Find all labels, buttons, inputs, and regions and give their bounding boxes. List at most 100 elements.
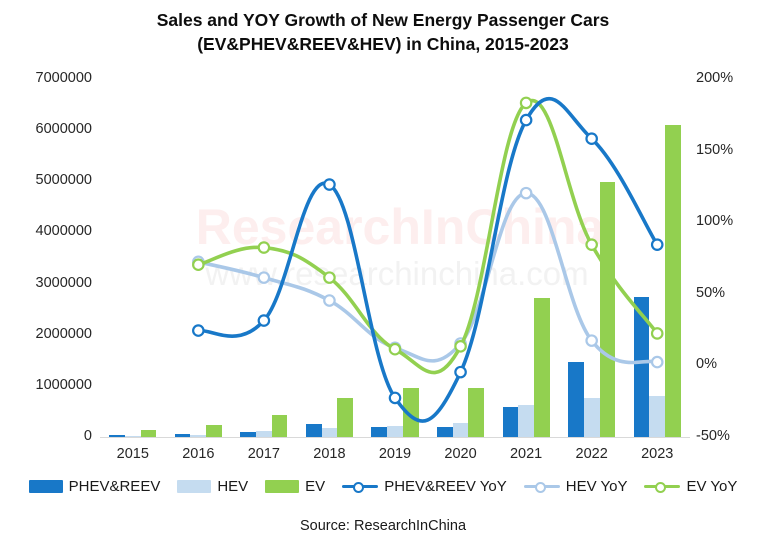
marker-phev-yoy bbox=[323, 178, 336, 191]
marker-ev-yoy bbox=[388, 342, 402, 356]
marker-ev-yoy bbox=[650, 327, 664, 340]
x-axis-tick: 2017 bbox=[247, 446, 280, 462]
y-axis-right-tick: 50% bbox=[696, 284, 726, 301]
marker-ev-yoy bbox=[192, 258, 205, 272]
marker-phev-yoy bbox=[519, 113, 533, 127]
x-axis-tick: 2022 bbox=[575, 446, 608, 462]
bar-phev bbox=[568, 361, 584, 438]
marker-phev-yoy bbox=[650, 238, 664, 251]
bar-ev bbox=[271, 415, 288, 438]
bar-ev bbox=[468, 387, 485, 438]
marker-ev-yoy bbox=[519, 96, 533, 110]
marker-phev-yoy bbox=[454, 365, 467, 379]
legend-item-5[interactable]: EV YoY bbox=[644, 478, 737, 495]
y-axis-right-tick: 0% bbox=[696, 356, 717, 373]
y-axis-left-tick: 1000000 bbox=[35, 376, 92, 393]
legend-label: PHEV&REEV bbox=[68, 478, 161, 495]
chart-title-line-1: Sales and YOY Growth of New Energy Passe… bbox=[156, 10, 610, 30]
x-axis-tick: 2020 bbox=[444, 446, 477, 462]
bar-ev bbox=[337, 397, 354, 438]
bar-phev bbox=[109, 434, 125, 438]
x-axis-tick: 2023 bbox=[641, 446, 674, 462]
bar-hev bbox=[321, 427, 338, 438]
bar-phev bbox=[174, 433, 191, 438]
y-axis-left-tick: 4000000 bbox=[35, 223, 92, 240]
x-axis-tick: 2015 bbox=[116, 446, 149, 462]
chart-legend: PHEV&REEV HEV EV PHEV&REEV YoY HEV YoY EV YoY bbox=[0, 478, 766, 495]
bar-hev bbox=[583, 398, 600, 438]
marker-phev-yoy bbox=[257, 314, 271, 327]
y-axis-left-tick: 3000000 bbox=[35, 274, 92, 291]
marker-hev-yoy bbox=[323, 294, 336, 307]
bar-hev bbox=[649, 396, 666, 438]
legend-label: EV YoY bbox=[686, 478, 738, 495]
bars-layer bbox=[100, 80, 690, 438]
bar-phev bbox=[371, 426, 388, 438]
legend-line-marker-icon bbox=[655, 481, 667, 493]
marker-phev-yoy bbox=[585, 132, 598, 146]
y-axis-left-tick: 7000000 bbox=[35, 70, 92, 86]
marker-ev-yoy bbox=[585, 238, 598, 251]
legend-item-0[interactable]: PHEV&REEV bbox=[28, 478, 161, 495]
chart-title: Sales and YOY Growth of New Energy Passe… bbox=[0, 8, 766, 56]
bar-ev bbox=[665, 125, 681, 438]
bar-phev bbox=[502, 407, 519, 438]
y-axis-right-tick: 150% bbox=[696, 141, 734, 158]
x-axis-tick: 2016 bbox=[182, 446, 215, 462]
y-axis-right-tick: -50% bbox=[696, 428, 730, 444]
bar-ev bbox=[599, 181, 616, 438]
legend-swatch-bar bbox=[177, 480, 212, 493]
y-axis-right-tick: 100% bbox=[696, 213, 734, 230]
bar-ev bbox=[206, 425, 222, 438]
bar-hev bbox=[518, 404, 534, 438]
bar-phev bbox=[436, 427, 453, 438]
y-axis-left-tick: 2000000 bbox=[35, 325, 92, 342]
bar-ev bbox=[533, 298, 550, 438]
legend-swatch-bar bbox=[28, 480, 63, 493]
chart-title-line-2: (EV&PHEV&REEV&HEV) in China, 2015-2023 bbox=[197, 34, 569, 54]
legend-item-2[interactable]: EV bbox=[265, 478, 325, 495]
legend-swatch-bar bbox=[265, 480, 300, 493]
marker-ev-yoy bbox=[323, 271, 336, 284]
bar-hev bbox=[387, 426, 403, 438]
marker-phev-yoy bbox=[192, 324, 205, 337]
lines-layer bbox=[192, 96, 664, 423]
bar-ev bbox=[402, 387, 419, 438]
y-axis-left-tick: 6000000 bbox=[35, 121, 92, 138]
source-note: Source: ResearchInChina bbox=[299, 518, 467, 534]
marker-hev-yoy bbox=[585, 334, 598, 347]
line-phev-yoy bbox=[196, 96, 660, 423]
legend-label: HEV YoY bbox=[565, 478, 628, 495]
x-axis-tick: 2018 bbox=[313, 446, 346, 462]
legend-line-marker-icon bbox=[534, 481, 546, 493]
bar-phev bbox=[240, 431, 256, 438]
legend-label: EV bbox=[305, 478, 326, 495]
legend-item-1[interactable]: HEV bbox=[177, 478, 248, 495]
legend-label: PHEV&REEV YoY bbox=[384, 478, 507, 495]
legend-swatch-line bbox=[342, 480, 379, 493]
bar-phev bbox=[633, 296, 650, 438]
bar-hev bbox=[256, 430, 272, 438]
legend-line-marker-icon bbox=[353, 481, 365, 493]
x-axis-line bbox=[100, 436, 690, 438]
legend-swatch-line bbox=[644, 480, 681, 493]
marker-phev-yoy bbox=[388, 391, 402, 405]
legend-label: HEV bbox=[217, 478, 249, 495]
y-axis-left-tick: 0 bbox=[83, 428, 92, 444]
legend-item-4[interactable]: HEV YoY bbox=[523, 478, 628, 495]
marker-hev-yoy bbox=[519, 186, 533, 200]
marker-ev-yoy bbox=[454, 340, 467, 353]
marker-hev-yoy bbox=[650, 355, 664, 369]
bar-phev bbox=[305, 424, 322, 438]
bar-hev bbox=[190, 434, 207, 438]
legend-item-3[interactable]: PHEV&REEV YoY bbox=[342, 478, 507, 495]
marker-hev-yoy bbox=[257, 271, 271, 284]
bar-hev bbox=[452, 423, 469, 438]
y-axis-left-tick: 5000000 bbox=[35, 172, 92, 189]
plot-area: ResearchInChina www.researchinchina.com bbox=[100, 80, 690, 438]
y-axis-right-tick: 200% bbox=[696, 70, 734, 86]
x-axis-tick: 2021 bbox=[509, 446, 543, 462]
bar-ev bbox=[140, 430, 157, 438]
x-axis-tick: 2019 bbox=[378, 446, 412, 462]
